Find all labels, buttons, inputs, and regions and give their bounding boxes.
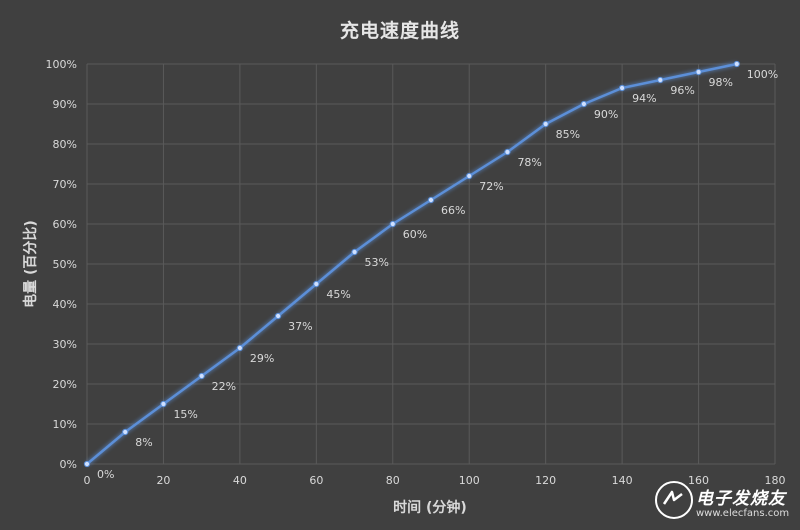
data-point — [542, 120, 549, 128]
data-label: 96% — [670, 84, 694, 97]
watermark-text: 电子发烧友 — [696, 489, 786, 509]
data-point — [619, 84, 626, 92]
x-tick-label: 140 — [612, 474, 633, 487]
data-label: 66% — [441, 204, 465, 217]
data-point — [427, 196, 435, 204]
data-point — [389, 220, 396, 228]
data-label: 0% — [97, 468, 114, 481]
x-tick-label: 80 — [386, 474, 400, 487]
data-point — [122, 428, 129, 436]
y-tick-label: 70% — [53, 178, 77, 191]
y-tick-label: 60% — [53, 218, 77, 231]
data-label: 22% — [212, 380, 236, 393]
data-point — [733, 60, 740, 68]
y-tick-label: 90% — [53, 98, 77, 111]
y-tick-label: 30% — [53, 338, 77, 351]
data-label: 15% — [173, 408, 197, 421]
elecfans-logo-icon — [655, 481, 693, 519]
x-axis-title: 时间 (分钟) — [393, 500, 467, 516]
watermark-url: www.elecfans.com — [696, 508, 790, 519]
y-tick-label: 100% — [46, 58, 77, 71]
data-label: 60% — [403, 228, 427, 241]
watermark: 电子发烧友 www.elecfans.com — [652, 478, 794, 526]
data-label: 53% — [365, 256, 389, 269]
data-point — [313, 280, 320, 288]
data-label: 78% — [517, 156, 541, 169]
y-tick-label: 80% — [53, 138, 77, 151]
data-label: 45% — [326, 288, 350, 301]
data-point — [275, 312, 282, 320]
x-tick-label: 20 — [156, 474, 170, 487]
data-point — [695, 68, 702, 76]
data-label: 29% — [250, 352, 274, 365]
data-point — [198, 372, 205, 380]
data-label: 94% — [632, 92, 656, 105]
data-point — [351, 248, 358, 256]
x-tick-label: 160 — [688, 474, 709, 487]
y-tick-label: 20% — [53, 378, 77, 391]
data-label: 72% — [479, 180, 503, 193]
data-point — [83, 460, 91, 468]
data-label: 8% — [135, 436, 152, 449]
y-tick-label: 10% — [53, 418, 77, 431]
chart-title: 充电速度曲线 — [339, 20, 460, 42]
series-line — [86, 62, 738, 465]
x-tick-label: 40 — [233, 474, 247, 487]
y-tick-label: 40% — [53, 298, 77, 311]
x-tick-label: 60 — [309, 474, 323, 487]
data-point — [504, 148, 511, 156]
data-point — [580, 100, 587, 108]
data-label: 85% — [556, 128, 580, 141]
data-point — [160, 400, 167, 408]
data-label: 90% — [594, 108, 618, 121]
data-point — [236, 344, 243, 352]
data-label: 100% — [747, 68, 778, 81]
x-tick-label: 0 — [84, 474, 91, 487]
data-point — [657, 76, 664, 84]
data-label: 98% — [709, 76, 733, 89]
data-label: 37% — [288, 320, 312, 333]
data-point — [466, 172, 473, 180]
x-tick-label: 120 — [535, 474, 556, 487]
x-tick-label: 100 — [459, 474, 480, 487]
x-tick-label: 180 — [765, 474, 786, 487]
y-tick-label: 0% — [60, 458, 77, 471]
y-tick-label: 50% — [53, 258, 77, 271]
